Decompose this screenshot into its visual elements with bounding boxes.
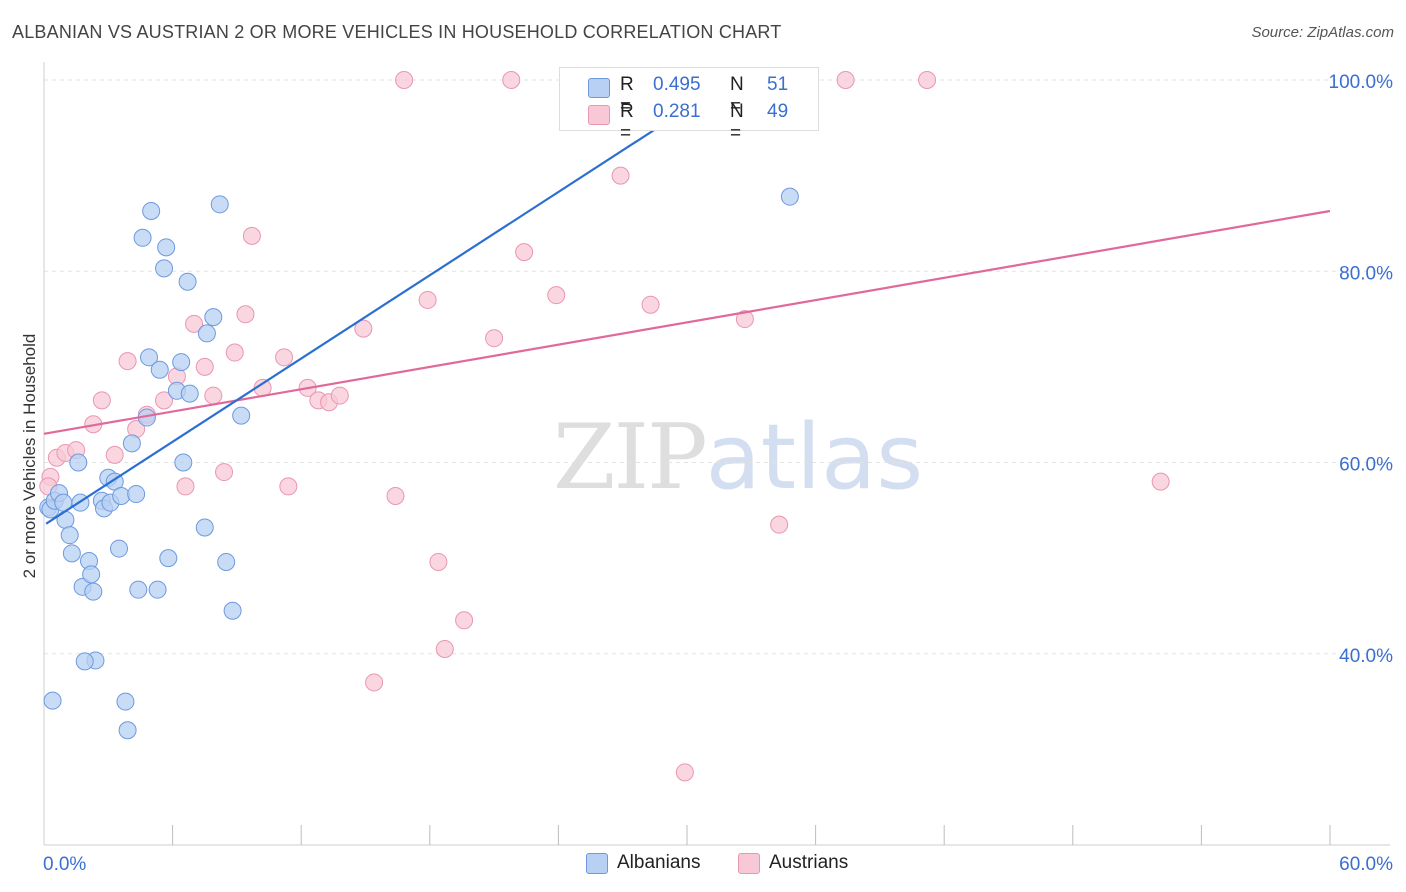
austrian-point bbox=[118, 352, 137, 371]
austrian-point bbox=[279, 477, 298, 496]
austrian-point bbox=[429, 552, 448, 571]
albanian-point bbox=[60, 526, 79, 545]
austrian-point bbox=[330, 386, 349, 405]
albanian-point bbox=[69, 453, 88, 472]
n-value: 51 bbox=[767, 74, 789, 95]
austrian-point bbox=[515, 243, 534, 262]
austrian-point bbox=[395, 71, 414, 89]
albanian-point bbox=[118, 721, 137, 740]
albanian-point bbox=[180, 384, 199, 403]
albanian-point bbox=[178, 272, 197, 291]
n-value: 49 bbox=[767, 101, 789, 122]
albanian-point bbox=[43, 691, 62, 710]
albanians-swatch bbox=[588, 78, 610, 98]
y-tick-label: 40.0% bbox=[1339, 646, 1393, 667]
austrian-point bbox=[547, 286, 566, 305]
legend-label: Albanians bbox=[617, 852, 701, 873]
albanian-point bbox=[172, 353, 191, 372]
austrian-point bbox=[735, 310, 754, 329]
albanian-point bbox=[122, 434, 141, 453]
austrians-legend-swatch bbox=[738, 853, 760, 874]
r-label: R = bbox=[620, 101, 634, 144]
source-label: Source: ZipAtlas.com bbox=[1251, 24, 1394, 41]
albanians-legend-swatch bbox=[586, 853, 608, 874]
austrian-trend-line bbox=[43, 209, 1331, 435]
watermark-zip: ZIP bbox=[553, 405, 708, 510]
albanian-point bbox=[217, 552, 236, 571]
austrian-point bbox=[502, 71, 521, 89]
y-tick-label: 60.0% bbox=[1339, 455, 1393, 476]
albanian-point bbox=[82, 565, 101, 584]
austrian-point bbox=[92, 391, 111, 410]
austrian-point bbox=[455, 611, 474, 630]
austrian-point bbox=[418, 290, 437, 309]
albanian-point bbox=[62, 544, 81, 563]
austrian-point bbox=[675, 763, 694, 782]
y-tick-label: 80.0% bbox=[1339, 263, 1393, 284]
austrian-point bbox=[435, 639, 454, 658]
albanian-point bbox=[148, 580, 167, 599]
austrian-point bbox=[105, 445, 124, 464]
legend-label: Austrians bbox=[769, 852, 849, 873]
austrian-point bbox=[485, 329, 504, 348]
austrian-point bbox=[354, 319, 373, 338]
austrian-point bbox=[611, 166, 630, 185]
albanian-point bbox=[159, 549, 178, 568]
austrian-point bbox=[185, 314, 204, 333]
austrian-point bbox=[204, 386, 223, 405]
albanian-point bbox=[110, 539, 129, 558]
albanian-point bbox=[142, 202, 161, 221]
albanian-point bbox=[116, 692, 135, 711]
albanian-point bbox=[174, 453, 193, 472]
austrian-point bbox=[836, 71, 855, 89]
albanian-point bbox=[150, 360, 169, 379]
albanian-point bbox=[223, 601, 242, 620]
austrian-point bbox=[386, 486, 405, 505]
austrian-point bbox=[195, 357, 214, 376]
albanian-point bbox=[197, 324, 216, 343]
albanian-trend-line bbox=[45, 80, 731, 525]
austrian-point bbox=[365, 673, 384, 692]
austrian-point bbox=[1151, 472, 1170, 491]
n-label: N = bbox=[730, 74, 744, 117]
albanian-point bbox=[780, 187, 799, 206]
albanian-point bbox=[195, 518, 214, 537]
albanian-point bbox=[140, 348, 159, 367]
r-label: R = bbox=[620, 74, 634, 117]
stats-legend: R = 0.495 N = 51 R = 0.281 N = 49 bbox=[559, 67, 819, 144]
albanian-point bbox=[157, 238, 176, 257]
albanian-point bbox=[210, 195, 229, 214]
austrian-point bbox=[275, 348, 294, 367]
r-value: 0.495 bbox=[653, 74, 701, 95]
austrian-point bbox=[155, 391, 174, 410]
watermark-atlas: atlas bbox=[705, 405, 924, 510]
austrian-point bbox=[236, 305, 255, 324]
austrian-point bbox=[242, 226, 261, 245]
austrian-point bbox=[176, 477, 195, 496]
albanian-point bbox=[75, 652, 94, 671]
albanian-point bbox=[84, 582, 103, 601]
albanian-point bbox=[133, 228, 152, 247]
x-tick-label: 0.0% bbox=[43, 854, 86, 875]
austrians-swatch bbox=[588, 105, 610, 125]
albanian-point bbox=[232, 406, 251, 425]
r-value: 0.281 bbox=[653, 101, 701, 122]
chart-title: ALBANIAN VS AUSTRIAN 2 OR MORE VEHICLES … bbox=[12, 22, 782, 42]
n-label: N = bbox=[730, 101, 744, 144]
albanian-point bbox=[129, 580, 148, 599]
x-tick-label: 60.0% bbox=[1339, 854, 1393, 875]
series-legend: Albanians Austrians bbox=[0, 852, 1406, 878]
watermark: ZIPatlas bbox=[553, 405, 923, 510]
albanian-point bbox=[155, 259, 174, 278]
austrian-point bbox=[215, 463, 234, 482]
albanian-point bbox=[127, 485, 146, 504]
austrian-point bbox=[770, 515, 789, 534]
austrian-point bbox=[641, 295, 660, 314]
y-tick-label: 100.0% bbox=[1329, 72, 1394, 93]
austrian-point bbox=[918, 71, 937, 89]
albanian-point bbox=[204, 308, 223, 327]
austrian-point bbox=[225, 343, 244, 362]
albanian-point bbox=[112, 486, 131, 505]
